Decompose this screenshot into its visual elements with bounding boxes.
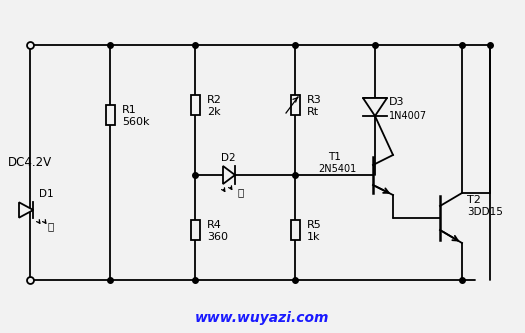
- Polygon shape: [363, 98, 387, 116]
- Text: www.wuyazi.com: www.wuyazi.com: [195, 311, 329, 325]
- Polygon shape: [223, 166, 235, 184]
- Text: 1N4007: 1N4007: [389, 111, 427, 121]
- Text: R4: R4: [207, 220, 222, 230]
- Text: 2k: 2k: [207, 107, 220, 117]
- Text: 2N5401: 2N5401: [318, 164, 356, 174]
- Bar: [106, 105, 114, 125]
- Text: 红: 红: [237, 187, 243, 197]
- Text: T1: T1: [328, 152, 341, 162]
- Bar: [290, 220, 299, 240]
- Text: D2: D2: [221, 153, 236, 163]
- Text: D1: D1: [39, 189, 54, 199]
- Text: R3: R3: [307, 95, 322, 105]
- Text: DC4.2V: DC4.2V: [8, 156, 52, 169]
- Bar: [191, 220, 200, 240]
- Text: R1: R1: [122, 105, 136, 115]
- Text: 绿: 绿: [47, 221, 54, 231]
- Text: 360: 360: [207, 232, 228, 242]
- Text: 560k: 560k: [122, 117, 150, 127]
- Text: 3DD15: 3DD15: [467, 207, 503, 217]
- Text: Rt: Rt: [307, 107, 319, 117]
- Bar: [191, 95, 200, 115]
- Polygon shape: [19, 202, 33, 218]
- Text: R2: R2: [207, 95, 222, 105]
- Text: 1k: 1k: [307, 232, 320, 242]
- Text: R5: R5: [307, 220, 322, 230]
- Bar: [290, 95, 299, 115]
- Text: D3: D3: [389, 97, 404, 107]
- Text: T2: T2: [467, 195, 481, 205]
